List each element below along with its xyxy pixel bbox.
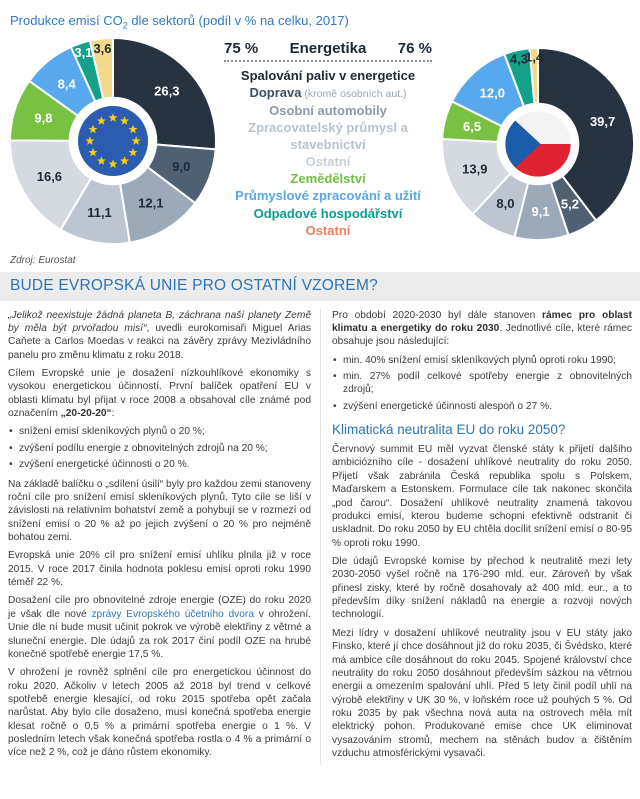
pie-slice-value: 5,2 [561,196,579,211]
legend-item: Ostatní [226,153,431,170]
cz-emissions-donut-chart: 39,7 5,2 9,1 8,0 13,9 6,5 12,0 4,31,4 [441,46,635,241]
pie-slice-value: 11,1 [87,204,112,219]
bullet-item: min. 27% podíl celkové spotřeby energie … [332,370,632,397]
legend-item: Spalování paliv v energetice [226,67,431,84]
pie-slice-value: 8,4 [58,76,77,91]
paragraph-text: Cílem Evropské unie je dosažení nízkouhl… [8,368,311,420]
paragraph-text: . Jednotlivé cíle, které rámec obsahuje … [332,322,632,348]
section-heading: BUDE EVROPSKÁ UNIE PRO OSTATNÍ VZOREM? [0,271,640,301]
bullet-item: zvýšení energetické účinnosti alespoň o … [332,400,632,414]
legend-item: Ostatní [226,222,431,239]
subsection-heading: Klimatická neutralita EU do roku 2050? [332,422,566,438]
title-text-rest: dle sektorů (podíl v % na celku, 2017) [127,13,349,28]
pie-slice-value: 9,8 [34,110,52,125]
pie-slice-value: 1,4 [525,49,544,64]
paragraph: Dle údajů Evropské komise by přechod k n… [332,555,632,621]
pie-slice-value: 13,9 [462,161,487,176]
pie-slice [537,46,635,222]
eu-emissions-donut-chart: 26,3 9,0 12,1 11,1 16,6 9,8 8,4 3,1 3,6 [8,36,218,245]
chart-legend: 75 % Energetika 76 % Spalování paliv v e… [222,40,434,239]
legend-item-label: Osobní automobily [269,102,387,118]
pie-slice-value: 3,1 [74,45,92,60]
paragraph: Pro období 2020-2030 byl dále stanoven r… [332,309,632,349]
paragraph-text: , uvedli eurokomisaři Miguel Arias Caňet… [8,322,311,361]
paragraph: V ohrožení je rovněž splnění cíle pro en… [8,667,311,759]
bullet-item: snížení emisí skleníkových plynů o 20 %; [8,425,311,439]
pie-slice-value: 12,0 [480,85,505,100]
right-column: Pro období 2020-2030 byl dále stanoven r… [320,308,632,766]
legend-item-label: Ostatní [305,222,351,238]
bullet-item: min. 40% snížení emisí skleníkových plyn… [332,354,632,368]
legend-item-label: Průmyslové zpracování a užití [235,188,421,204]
pie-slice-value: 3,6 [93,40,111,55]
legend-item-label: Zpracovatelský průmysl a stavebnictví [248,119,408,152]
paragraph-text: Pro období 2020-2030 byl dále stanoven [332,309,543,321]
pie-slice-value: 6,5 [463,118,481,133]
eu-energy-share-value: 75 % [224,39,259,57]
paragraph-quote: „Jelikož neexistuje žádná planeta B, zác… [8,309,311,362]
bullet-item: zvýšení podílu energie z obnovitelných z… [8,442,311,456]
legend-item: Osobní automobily [226,102,431,119]
pie-slice-value: 39,7 [590,114,615,129]
legend-item-label: Ostatní [305,154,351,170]
paragraph: Červnový summit EU měl vyzvat členské st… [332,444,632,549]
pie-slice-value: 16,6 [37,169,62,184]
paragraph: Na základě balíčku o „sdílení úsilí“ byl… [8,478,311,543]
bullet-list: min. 40% snížení emisí skleníkových plyn… [332,354,632,414]
legend-item: Zemědělství [226,170,431,187]
legend-item: Odpadové hospodářství [226,205,431,222]
eca-report-link[interactable]: zprávy Evropského účetního dvora [91,608,254,620]
paragraph-text: Dosažení cíle pro obnovitelné zdroje ene… [8,595,311,620]
paragraph: Mezi lídry v dosažení uhlíkové neutralit… [332,627,632,760]
legend-item-label: Zemědělství [290,171,366,187]
bold-text: „20-20-20“ [60,408,112,420]
paragraph: Cílem Evropské unie je dosažení nízkouhl… [8,367,311,420]
legend-item-label: Spalování paliv v energetice [240,67,416,83]
legend-header: 75 % Energetika 76 % [224,40,432,62]
legend-item-note: (kromě osobních aut.) [301,87,407,100]
pie-slice-value: 8,0 [496,195,514,210]
paragraph-text: : [111,408,115,420]
pie-slice-value: 4,3 [510,51,528,66]
cz-energy-share-value: 76 % [397,39,432,57]
bold-text: rámec pro oblast klimatu a energetiky do… [332,309,632,334]
article-body: „Jelikož neexistuje žádná planeta B, zác… [0,301,640,766]
legend-item: Doprava (kromě osobních aut.) [226,84,431,102]
legend-item-label: Doprava [249,84,302,100]
page-title: Produkce emisí CO2 dle sektorů (podíl v … [0,0,640,31]
legend-header-label: Energetika [289,39,367,57]
bullet-list: snížení emisí skleníkových plynů o 20 %;… [8,425,311,471]
quote-text: „Jelikož neexistuje žádná planeta B, zác… [8,309,311,334]
pie-slice-value: 9,0 [172,159,190,174]
pie-slice-value: 12,1 [138,195,163,210]
eu-flag-icon [77,105,149,176]
bullet-item: zvýšení energetické účinnosti o 20 %. [8,458,311,472]
czech-flag-icon [505,110,571,177]
pie-slice-value: 26,3 [154,83,179,98]
paragraph-text: v ohrožení. Unie dle ní bude musit učini… [8,608,311,660]
legend-item: Průmyslové zpracování a užití [226,187,431,204]
legend-item-list: Spalování paliv v energetice Doprava (kro… [226,67,431,239]
legend-item-label: Odpadové hospodářství [253,205,403,221]
source-note: Zdroj: Eurostat [10,254,76,266]
paragraph: Dosažení cíle pro obnovitelné zdroje ene… [8,594,311,661]
paragraph: Evropská unie 20% cíl pro snížení emisí … [8,550,311,589]
title-text: Produkce emisí CO [10,13,123,28]
legend-item: Zpracovatelský průmysl a stavebnictví [226,119,431,153]
pie-slice-value: 9,1 [532,204,550,219]
title-subscript: 2 [122,20,128,31]
left-column: „Jelikož neexistuje žádná planeta B, zác… [8,309,320,766]
charts-section: 26,3 9,0 12,1 11,1 16,6 9,8 8,4 3,1 3,6 75 % Ene… [0,32,640,250]
